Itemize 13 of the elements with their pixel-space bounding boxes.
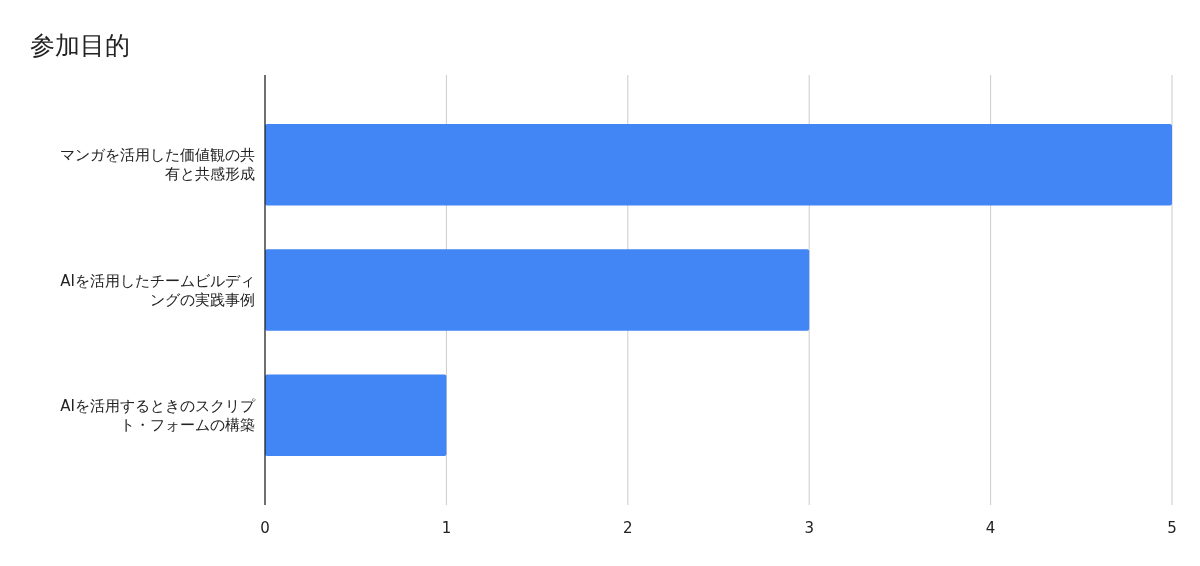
x-tick-label: 3 — [804, 519, 814, 537]
bar — [265, 123, 1172, 206]
x-tick-label: 4 — [985, 519, 996, 537]
x-tick-label: 1 — [441, 519, 452, 537]
y-tick-label: マンガを活用した価値観の共有と共感形成 — [60, 146, 255, 184]
x-tick-label: 2 — [623, 519, 633, 537]
x-tick-label: 5 — [1167, 519, 1177, 537]
y-tick-label: AIを活用するときのスクリプト・フォームの構築 — [60, 396, 256, 434]
x-tick-label: 0 — [260, 519, 270, 537]
chart-title: 参加目的 — [30, 31, 130, 60]
bar — [265, 249, 810, 331]
bar — [265, 374, 447, 457]
y-tick-label: AIを活用したチームビルディングの実践事例 — [60, 271, 255, 309]
